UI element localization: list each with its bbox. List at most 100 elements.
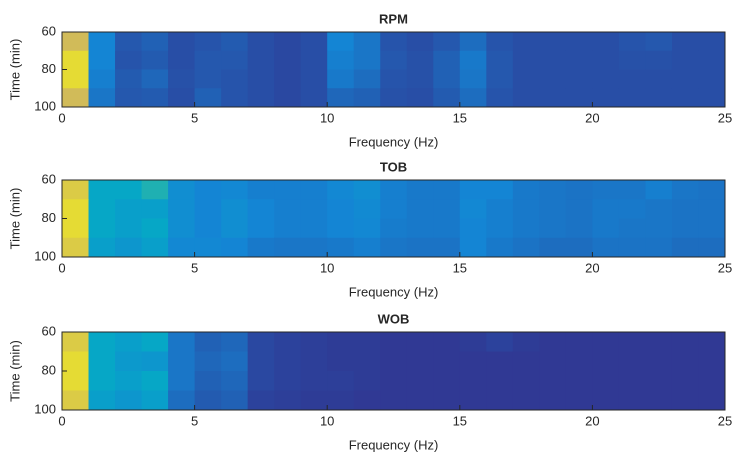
heat-cell <box>565 237 593 258</box>
heat-cell <box>512 371 540 391</box>
heat-cell <box>671 69 699 89</box>
heat-cell <box>115 50 143 70</box>
heat-cell <box>62 351 90 372</box>
heat-cell <box>698 390 726 411</box>
heat-cell <box>592 332 620 352</box>
heat-cell <box>406 218 434 239</box>
heat-cell <box>88 88 116 108</box>
heat-cell <box>168 351 196 372</box>
heat-cell <box>168 69 196 89</box>
heat-cell <box>274 218 302 239</box>
heat-cell <box>671 390 699 411</box>
heat-cell <box>221 351 249 372</box>
heat-cell <box>406 332 434 352</box>
heat-cell <box>247 351 275 372</box>
panel-title: RPM <box>379 11 408 26</box>
heat-cell <box>88 32 116 52</box>
heat-cell <box>406 32 434 52</box>
heat-cell <box>115 237 143 258</box>
heat-cell <box>406 180 434 200</box>
heat-cell <box>565 218 593 239</box>
heat-cell <box>221 32 249 52</box>
y-tick-label: 80 <box>42 61 56 76</box>
heat-cell <box>698 199 726 219</box>
heat-cell <box>512 390 540 411</box>
heat-cell <box>380 50 408 70</box>
heat-cell <box>221 371 249 391</box>
heat-cell <box>221 180 249 200</box>
x-tick-label: 20 <box>585 260 599 275</box>
heat-cell <box>300 180 328 200</box>
heat-cell <box>592 351 620 372</box>
x-axis-label: Frequency (Hz) <box>349 437 439 452</box>
heat-cell <box>406 199 434 219</box>
heat-cell <box>274 199 302 219</box>
heat-cell <box>353 50 381 70</box>
heat-cell <box>539 88 567 108</box>
heat-cell <box>645 32 673 52</box>
heat-cell <box>486 390 514 411</box>
heat-cell <box>512 332 540 352</box>
heat-cell <box>512 351 540 372</box>
heat-cell <box>486 32 514 52</box>
heat-cell <box>300 237 328 258</box>
heat-cell <box>671 218 699 239</box>
heat-cell <box>194 199 222 219</box>
heat-cell <box>698 332 726 352</box>
heat-cell <box>62 32 90 52</box>
heat-cell <box>168 218 196 239</box>
heat-cell <box>62 237 90 258</box>
heat-cell <box>88 69 116 89</box>
x-tick-label: 25 <box>718 110 732 125</box>
heat-cell <box>141 237 169 258</box>
heat-cell <box>141 50 169 70</box>
y-tick-label: 60 <box>42 171 56 186</box>
heat-cell <box>406 237 434 258</box>
heat-cell <box>592 390 620 411</box>
heat-cell <box>194 332 222 352</box>
heat-cell <box>115 390 143 411</box>
heat-cell <box>565 50 593 70</box>
heat-cell <box>618 371 646 391</box>
heat-cell <box>194 50 222 70</box>
heat-cell <box>221 50 249 70</box>
heat-cell <box>671 351 699 372</box>
heat-cell <box>433 32 461 52</box>
x-tick-label: 20 <box>585 413 599 428</box>
heat-cell <box>698 180 726 200</box>
heat-cell <box>645 351 673 372</box>
heat-cell <box>618 351 646 372</box>
heat-cell <box>274 69 302 89</box>
heat-cell <box>459 371 487 391</box>
heat-cell <box>300 32 328 52</box>
heat-cell <box>247 390 275 411</box>
heat-cell <box>406 69 434 89</box>
heat-cell <box>512 32 540 52</box>
heat-cell <box>62 180 90 200</box>
heat-cell <box>406 50 434 70</box>
heat-cell <box>300 351 328 372</box>
heat-cell <box>194 237 222 258</box>
heat-cell <box>645 332 673 352</box>
heat-cell <box>539 332 567 352</box>
heat-cell <box>274 390 302 411</box>
heat-cell <box>353 332 381 352</box>
heat-cell <box>168 332 196 352</box>
heat-cell <box>300 390 328 411</box>
heat-cell <box>353 199 381 219</box>
heat-cell <box>247 218 275 239</box>
heat-cell <box>247 371 275 391</box>
heat-cell <box>486 88 514 108</box>
heat-cell <box>168 390 196 411</box>
heat-cell <box>274 32 302 52</box>
heat-cell <box>221 332 249 352</box>
heat-cell <box>565 332 593 352</box>
heat-cell <box>698 237 726 258</box>
heat-cell <box>539 199 567 219</box>
heat-cell <box>486 180 514 200</box>
heat-cell <box>512 69 540 89</box>
heat-cell <box>141 332 169 352</box>
heat-cell <box>380 390 408 411</box>
heat-cell <box>539 351 567 372</box>
heat-cell <box>486 218 514 239</box>
